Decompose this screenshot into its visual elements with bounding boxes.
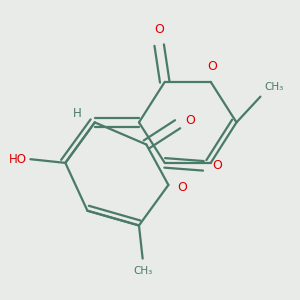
Text: O: O [186,114,196,127]
Text: H: H [73,107,82,120]
Text: CH₃: CH₃ [133,266,152,276]
Text: O: O [208,60,218,73]
Text: O: O [213,159,222,172]
Text: O: O [154,23,164,36]
Text: HO: HO [9,153,27,166]
Text: CH₃: CH₃ [265,82,284,92]
Text: O: O [178,182,188,194]
